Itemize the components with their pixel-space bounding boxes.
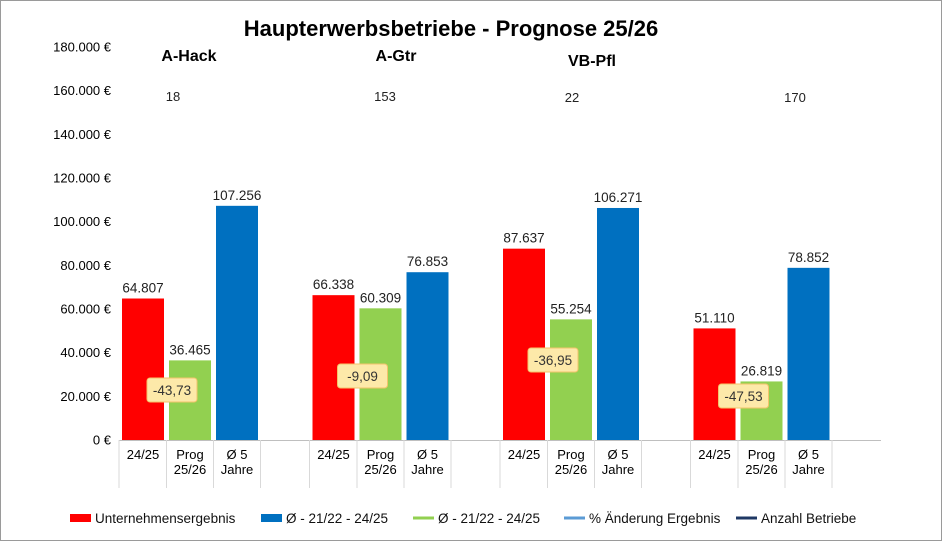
- bar-value-label: 36.465: [169, 342, 210, 357]
- chart-title: Haupterwerbsbetriebe - Prognose 25/26: [244, 16, 658, 41]
- y-tick-label: 40.000 €: [60, 345, 111, 360]
- y-tick-label: 20.000 €: [60, 389, 111, 404]
- x-category-label: Prog: [748, 447, 775, 462]
- x-category-label: Ø 5: [417, 447, 438, 462]
- x-category-label: 25/26: [174, 462, 207, 477]
- bar-value-label: 78.852: [788, 250, 829, 265]
- group-label: A-Hack: [161, 48, 216, 65]
- pct-change-box: [337, 363, 388, 389]
- bar-value-label: 106.271: [594, 190, 643, 205]
- anzahl-betriebe-label: 153: [374, 89, 396, 104]
- pct-change-label: -43,73: [153, 383, 191, 398]
- x-category-label: Ø 5: [798, 447, 819, 462]
- bars-layer: [122, 205, 830, 440]
- bar-durchschnitt-5-jahre: [787, 267, 830, 440]
- pct-change-box: [527, 347, 579, 373]
- x-category-label: Jahre: [411, 462, 444, 477]
- bar-value-label: 51.110: [694, 310, 734, 325]
- bar-durchschnitt-5-jahre: [597, 207, 639, 440]
- x-category-label: Ø 5: [227, 447, 248, 462]
- x-category-label: Jahre: [221, 462, 254, 477]
- x-category-label: Jahre: [792, 462, 825, 477]
- legend-swatch: [70, 514, 91, 522]
- x-category-label: 25/26: [745, 462, 778, 477]
- bar-value-label: 64.807: [122, 281, 163, 296]
- legend-label: Unternehmensergebnis: [95, 511, 236, 526]
- y-tick-label: 0 €: [93, 433, 112, 448]
- anzahl-betriebe-label: 18: [166, 89, 180, 104]
- group-label: VB-Pfl: [568, 53, 616, 70]
- x-category-label: 24/25: [317, 447, 350, 462]
- x-category-label: 25/26: [555, 462, 588, 477]
- bar-durchschnitt-5-jahre: [216, 205, 258, 440]
- x-category-label: 24/25: [698, 447, 731, 462]
- y-tick-label: 160.000 €: [53, 83, 112, 98]
- bar-value-label: 87.637: [503, 231, 544, 246]
- group-label: A-Gtr: [376, 48, 417, 65]
- legend-swatch: [261, 514, 282, 522]
- x-category-label: Ø 5: [608, 447, 629, 462]
- y-tick-label: 120.000 €: [53, 171, 112, 186]
- pct-change-label: -47,53: [724, 389, 762, 404]
- pct-change-label: -36,95: [534, 353, 572, 368]
- bar-value-label: 107.256: [213, 188, 262, 203]
- bar-value-label: 60.309: [360, 290, 401, 305]
- bar-value-label: 66.338: [313, 277, 354, 292]
- x-category-label: Prog: [557, 447, 584, 462]
- y-tick-label: 180.000 €: [53, 40, 112, 55]
- legend: Unternehmensergebnis Ø - 21/22 - 24/25 Ø -…: [70, 511, 856, 526]
- pct-change-box: [146, 377, 198, 403]
- pct-change-label: -9,09: [347, 369, 378, 384]
- y-tick-label: 140.000 €: [53, 127, 112, 142]
- bar-value-label: 76.853: [407, 254, 448, 269]
- bar-value-label: 26.819: [741, 363, 782, 378]
- anzahl-betriebe-label: 22: [565, 90, 579, 105]
- bar-prognose: [550, 319, 592, 440]
- legend-label: % Änderung Ergebnis: [589, 511, 721, 526]
- y-tick-label: 80.000 €: [60, 258, 111, 273]
- x-category-label: Prog: [367, 447, 394, 462]
- x-category-label: 24/25: [127, 447, 160, 462]
- x-category-label: 24/25: [508, 447, 541, 462]
- x-category-label: Jahre: [602, 462, 635, 477]
- x-category-label: 25/26: [364, 462, 397, 477]
- bar-value-label: 55.254: [550, 301, 592, 316]
- bar-durchschnitt-5-jahre: [406, 272, 449, 440]
- y-tick-label: 100.000 €: [53, 214, 112, 229]
- legend-label: Ø - 21/22 - 24/25: [286, 511, 388, 526]
- pct-change-box: [718, 383, 769, 409]
- anzahl-betriebe-label: 170: [784, 90, 806, 105]
- legend-label: Anzahl Betriebe: [761, 511, 856, 526]
- y-tick-label: 60.000 €: [60, 302, 111, 317]
- x-category-label: Prog: [176, 447, 203, 462]
- bar-unternehmensergebnis: [503, 248, 545, 440]
- legend-label: Ø - 21/22 - 24/25: [438, 511, 540, 526]
- grid-layer: 0 € 20.000 € 40.000 € 60.000 € 80.000 € 100.0…: [53, 40, 881, 488]
- bar-unternehmensergebnis: [122, 298, 164, 440]
